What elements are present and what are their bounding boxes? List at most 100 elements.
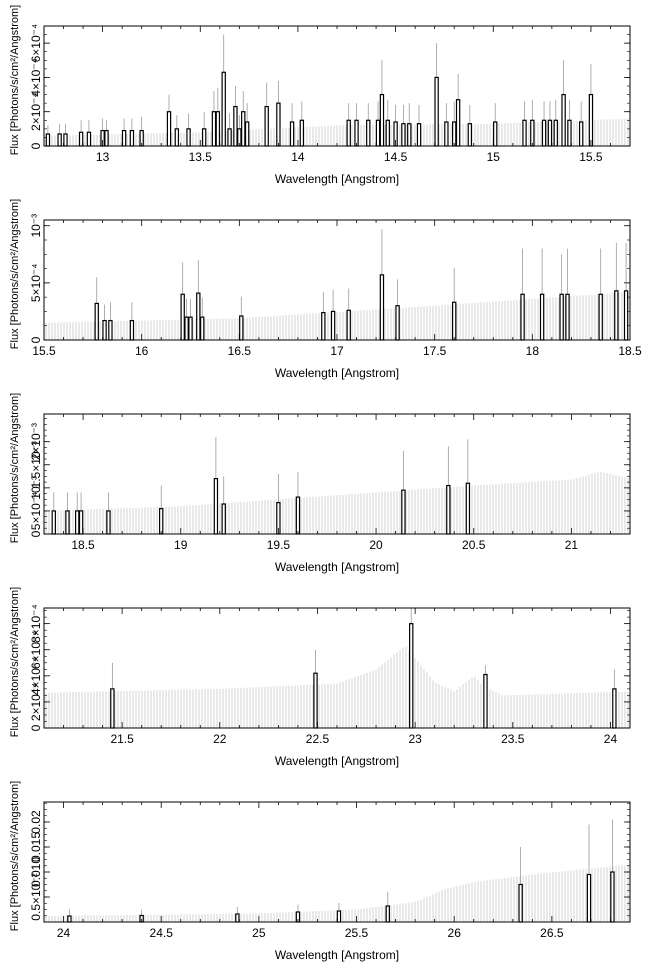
line-bar [409, 623, 414, 729]
line-bar [588, 93, 594, 147]
x-tick-label: 23 [408, 732, 422, 746]
line-bar [45, 133, 51, 147]
line-bar [614, 290, 619, 341]
line-bar [221, 71, 226, 147]
line-bar [63, 133, 68, 147]
spectrum-panel-2: 15.5 16 16.5 17 17.5 18 18.5 0 5×10⁻⁴ 10⁻³ Wavelen… [9, 199, 642, 380]
line-bar [375, 119, 381, 147]
line-bar [444, 121, 449, 147]
line-bar [94, 302, 99, 341]
line-bar [379, 274, 385, 341]
y-tick-label: 1.5×10⁻³ [29, 441, 43, 488]
x-axis-title: Wavelength [Angstrom] [275, 172, 399, 186]
line-bar [452, 301, 457, 341]
line-bar [78, 131, 84, 147]
y-tick-label: 0.010 [29, 857, 43, 887]
line-bar [530, 119, 535, 147]
line-bar [166, 111, 172, 147]
line-bar [346, 119, 351, 147]
line-bar [276, 102, 281, 147]
line-bar [565, 293, 570, 341]
plot-frame [43, 801, 631, 923]
line-bar [211, 111, 217, 147]
line-bar [102, 319, 107, 341]
x-tick-label: 22.5 [306, 732, 330, 746]
y-tick-label: 10⁻³ [29, 214, 43, 238]
line-bar [233, 105, 238, 147]
line-bar [196, 292, 201, 341]
line-bar [235, 913, 240, 923]
line-bar [86, 131, 92, 147]
y-tick-label: 0.02 [29, 810, 43, 834]
y-axis-title: Flux [Photons/s/cm²/Angstrom] [9, 199, 21, 349]
y-tick-label: 2×10⁻⁴ [29, 92, 43, 131]
x-tick-label: 16.5 [228, 344, 252, 358]
line-bar [407, 123, 412, 147]
line-bar [336, 910, 342, 923]
x-tick-label: 23.5 [501, 732, 525, 746]
y-tick-label: 0 [29, 530, 43, 537]
y-tick-label: 2×10⁻⁴ [29, 683, 43, 722]
line-bar [188, 316, 193, 341]
line-bar [561, 93, 566, 147]
line-bar [213, 478, 219, 535]
x-tick-label: 20 [369, 538, 383, 552]
line-bar [67, 915, 72, 923]
line-bar [452, 121, 457, 147]
y-tick-label: 6×10⁻⁴ [29, 630, 43, 669]
line-bar [51, 510, 56, 535]
line-bar [174, 128, 180, 147]
y-tick-label: 4×10⁻⁴ [29, 657, 43, 696]
spectrum-panel-1: 13 13.5 14 14.5 15 15.5 0 2×10⁻⁴4×10⁻⁴6×10⁻⁴ Wav… [9, 5, 631, 186]
line-bar [215, 111, 221, 147]
line-bar [201, 128, 207, 147]
x-tick-label: 21 [565, 538, 579, 552]
line-bar [541, 119, 547, 147]
y-tick-label: 10⁻³ [29, 476, 43, 500]
y-tick-label: 6×10⁻⁴ [29, 24, 43, 63]
x-tick-label: 14 [291, 150, 305, 164]
line-bar [108, 319, 113, 341]
line-bar [239, 315, 244, 341]
x-tick-label: 22 [213, 732, 227, 746]
line-bar [586, 873, 592, 923]
line-bar [467, 123, 473, 147]
x-tick-label: 26.5 [540, 926, 564, 940]
x-tick-label: 19 [174, 538, 188, 552]
line-bar [75, 510, 80, 535]
line-bar [539, 293, 545, 341]
x-tick-label: 18 [526, 344, 540, 358]
line-bar [129, 129, 135, 147]
line-bar [110, 688, 115, 729]
y-axis-title: Flux [Photons/s/cm²/Angstrom] [9, 5, 21, 155]
y-axis-title: Flux [Photons/s/cm²/Angstrom] [9, 393, 21, 543]
x-axis-title: Wavelength [Angstrom] [275, 754, 399, 768]
continuum-hatch [45, 471, 629, 534]
continuum-hatch [45, 864, 629, 922]
line-bar [385, 905, 390, 923]
y-tick-label: 0.5×10⁻² [29, 873, 43, 920]
line-bar [547, 119, 553, 147]
line-bar [289, 121, 295, 147]
line-bar [129, 319, 135, 341]
continuum-hatch [45, 292, 629, 340]
line-bar [612, 688, 617, 729]
line-bar [598, 293, 603, 341]
x-tick-label: 17 [330, 344, 344, 358]
x-tick-label: 24 [604, 732, 618, 746]
x-tick-label: 15.5 [579, 150, 603, 164]
line-bar [200, 316, 205, 341]
line-bar [434, 76, 439, 147]
line-bar [295, 496, 301, 535]
line-bar [623, 290, 629, 341]
x-tick-label: 25.5 [345, 926, 369, 940]
line-bar [518, 883, 523, 923]
line-bar [264, 105, 269, 147]
line-bar [221, 503, 226, 535]
line-bar [520, 293, 525, 341]
line-bar [180, 293, 185, 341]
line-bar [104, 129, 109, 147]
continuum-hatch [45, 646, 629, 728]
y-axis-title: Flux [Photons/s/cm²/Angstrom] [9, 781, 21, 931]
